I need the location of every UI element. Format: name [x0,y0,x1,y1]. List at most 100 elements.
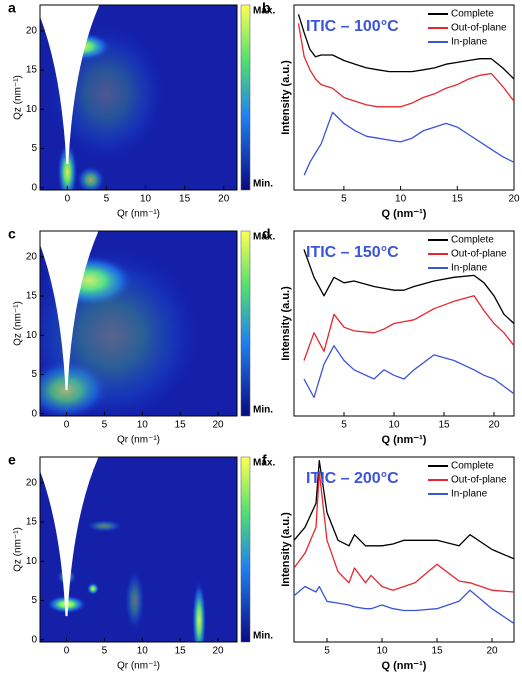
y-tick-label: 10 [26,556,38,567]
x-tick-label: 5 [104,194,110,205]
y-tick-label: 5 [31,143,37,154]
x-tick-label: 10 [388,420,400,431]
x-tick-label: 10 [395,194,407,205]
missing-wedge [40,457,99,617]
panel-label: d [262,226,271,242]
x-tick-label: 20 [508,194,520,205]
x-tick-label: 20 [212,420,224,431]
legend-label: Complete [451,235,494,246]
y-axis-label: Intensity (a.u.) [280,512,292,587]
scatter-feature [192,580,207,642]
x-tick-label: 0 [64,646,70,657]
heatmap-image [40,231,237,416]
panel-label: b [262,0,271,16]
curve [293,471,515,593]
x-tick-label: 15 [438,420,450,431]
x-axis-label: Q (nm⁻¹) [382,660,427,672]
missing-wedge [40,231,99,391]
heatmap-image [40,457,237,642]
x-tick-label: 15 [175,646,187,657]
colorbar [240,456,251,643]
colorbar [240,230,251,417]
curve [303,249,515,324]
curve [293,460,515,560]
curve [297,14,515,80]
scatter-feature [87,582,100,595]
y-tick-label: 5 [31,595,37,606]
curve [303,111,515,176]
scatter-feature [57,141,78,190]
y-tick-label: 0 [31,408,37,419]
x-tick-label: 5 [102,420,108,431]
y-tick-label: 0 [31,634,37,645]
x-tick-label: 20 [488,420,500,431]
y-axis-label: Qz (nm⁻¹) [13,75,24,120]
scatter-feature [76,165,105,190]
x-tick-label: 15 [431,646,443,657]
x-tick-label: 10 [137,646,149,657]
x-tick-label: 15 [175,420,187,431]
colorbar-label: Max. [253,458,275,469]
y-tick-label: 0 [31,182,37,193]
x-axis-label: Qr (nm⁻¹) [117,661,160,672]
panel-label: a [8,0,16,16]
legend-label: In-plane [451,263,488,274]
frame [39,230,238,417]
x-tick-label: 0 [64,420,70,431]
legend-label: Out-of-plane [451,23,507,34]
y-tick-label: 5 [31,369,37,380]
x-tick-label: 15 [179,194,191,205]
curve [303,345,515,399]
y-tick-label: 20 [26,26,38,37]
title: ITIC – 200°C [306,470,399,487]
scatter-feature [86,519,123,532]
curve [297,23,515,108]
x-tick-label: 10 [137,420,149,431]
legend-label: Complete [451,9,494,20]
colorbar [240,4,251,191]
missing-wedge [40,5,100,165]
colorbar-label: Min. [253,405,273,416]
panel-label: c [8,226,16,242]
frame [293,456,515,643]
colorbar-label: Min. [253,179,273,190]
y-tick-label: 20 [26,478,38,489]
x-axis-label: Qr (nm⁻¹) [117,209,160,220]
y-axis-label: Intensity (a.u.) [280,286,292,361]
legend-label: Out-of-plane [451,249,507,260]
title: ITIC – 100°C [306,18,399,35]
panel-label: e [8,452,16,468]
colorbar-label: Max. [253,6,275,17]
scatter-feature [124,570,145,631]
frame [39,456,238,643]
x-tick-label: 5 [324,646,330,657]
y-tick-label: 10 [26,330,38,341]
curve [303,295,515,361]
x-tick-label: 5 [341,420,347,431]
y-tick-label: 15 [26,291,38,302]
curve [293,585,515,625]
title: ITIC – 150°C [306,244,399,261]
y-axis-label: Intensity (a.u.) [280,60,292,135]
y-axis-label: Qz (nm⁻¹) [13,527,24,572]
y-axis-label: Qz (nm⁻¹) [13,301,24,346]
x-tick-label: 5 [102,646,108,657]
x-tick-label: 10 [140,194,152,205]
x-tick-label: 20 [212,646,224,657]
x-tick-label: 5 [341,194,347,205]
x-tick-label: 10 [376,646,388,657]
y-tick-label: 15 [26,517,38,528]
heatmap-image [40,5,237,190]
y-tick-label: 10 [26,104,38,115]
x-tick-label: 0 [65,194,71,205]
x-tick-label: 20 [218,194,230,205]
legend-label: Out-of-plane [451,475,507,486]
x-tick-label: 15 [452,194,464,205]
y-tick-label: 15 [26,65,38,76]
x-axis-label: Q (nm⁻¹) [382,208,427,220]
x-axis-label: Q (nm⁻¹) [382,434,427,446]
panel-label: f [262,452,267,468]
y-tick-label: 20 [26,252,38,263]
scatter-feature [40,245,202,416]
